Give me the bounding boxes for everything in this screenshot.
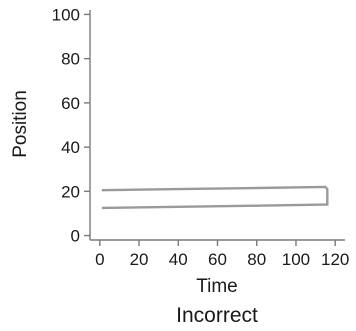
chart-caption: Incorrect [176, 304, 258, 327]
y-axis-label: Position [10, 90, 31, 158]
x-tick-label: 100 [282, 250, 310, 269]
x-tick-label: 120 [321, 250, 349, 269]
y-tick-label: 20 [61, 182, 80, 201]
ticks: 0 20 40 60 80 100 0 20 40 60 80 100 120 [52, 5, 350, 269]
y-tick-label: 100 [52, 5, 80, 24]
y-tick-label: 80 [61, 50, 80, 69]
x-tick-label: 80 [247, 250, 266, 269]
y-tick-label: 0 [71, 227, 80, 246]
x-axis-label: Time [196, 276, 238, 297]
data-marks [101, 185, 329, 210]
x-tick-label: 60 [208, 250, 227, 269]
y-tick-label: 60 [61, 94, 80, 113]
x-tick-label: 0 [95, 250, 104, 269]
x-tick-label: 40 [169, 250, 188, 269]
series-line-0 [101, 185, 329, 210]
x-tick-label: 20 [130, 250, 149, 269]
y-tick-label: 40 [61, 138, 80, 157]
